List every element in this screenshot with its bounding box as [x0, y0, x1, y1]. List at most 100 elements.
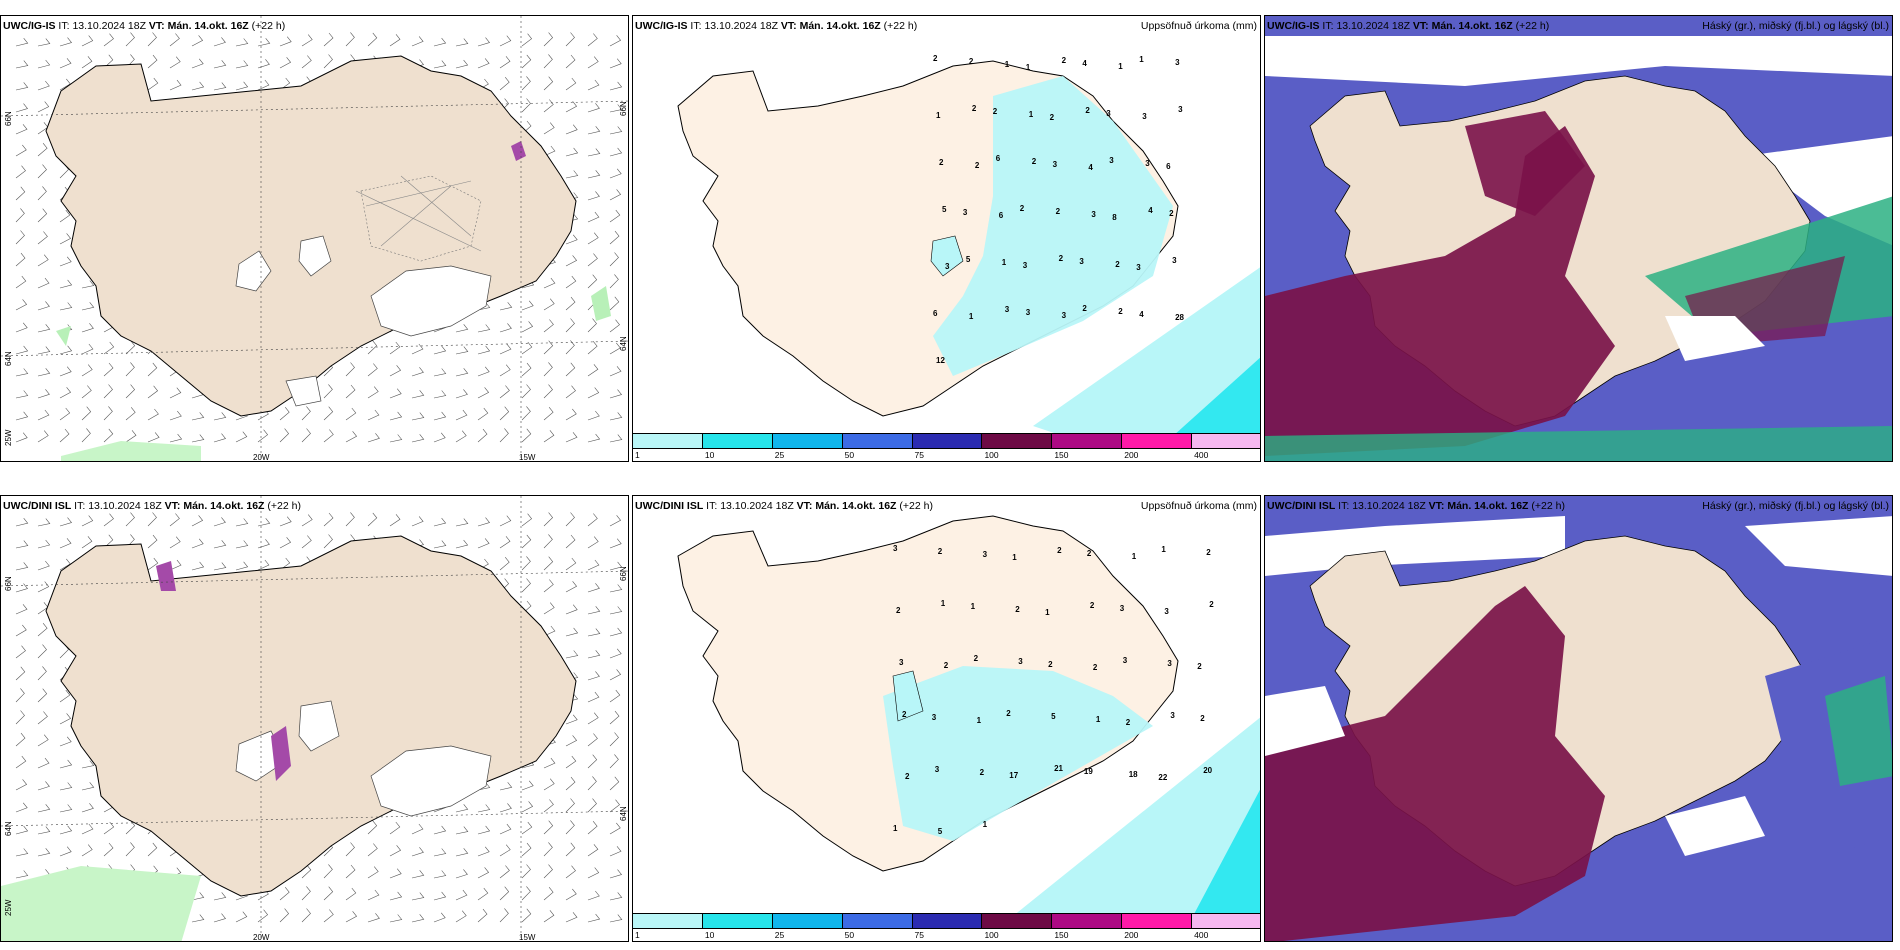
- wind-barb: [15, 103, 29, 113]
- wind-barb: [59, 387, 72, 399]
- wind-barb: [169, 433, 183, 443]
- glacier-hofsjokull: [298, 235, 332, 277]
- precip-value-label: 3: [1178, 105, 1183, 114]
- tick-lat-64-right: 64N: [619, 336, 628, 351]
- wind-barb: [477, 302, 491, 311]
- wind-barb: [521, 76, 531, 91]
- wind-barb: [587, 56, 599, 69]
- precip-value-label: 2: [939, 158, 944, 167]
- wind-barb: [609, 412, 623, 421]
- precip-value-label: 4: [1148, 206, 1153, 215]
- precip-value-label: 2: [993, 107, 998, 116]
- wind-barb: [15, 345, 29, 355]
- wind-barb: [565, 842, 576, 857]
- wind-barb: [147, 32, 157, 47]
- precip-value-label: 3: [1175, 58, 1180, 67]
- glacier-vatnajokull: [370, 745, 492, 817]
- wind-barb: [565, 54, 576, 69]
- wind-barb: [257, 79, 270, 91]
- wind-barb: [433, 912, 446, 923]
- wind-barb: [81, 406, 92, 421]
- legend-value: 100: [984, 930, 999, 940]
- precip-value-label: 12: [936, 356, 945, 365]
- wind-barb: [587, 733, 598, 747]
- precip-value-label: 2: [1056, 207, 1061, 216]
- wind-barb: [521, 300, 534, 311]
- wind-barb: [213, 892, 227, 901]
- wind-barb: [521, 341, 533, 355]
- legend-swatch: [1052, 914, 1123, 928]
- wind-barb: [15, 802, 28, 813]
- wind-barb: [59, 302, 73, 311]
- wind-barb: [15, 755, 27, 769]
- precip-value-label: 3: [1026, 308, 1031, 317]
- wind-barb: [59, 407, 71, 421]
- wind-barb: [103, 341, 115, 355]
- wind-barb: [59, 366, 72, 377]
- wind-barb: [15, 230, 25, 245]
- legend-value: 200: [1124, 930, 1139, 940]
- wind-barb: [301, 535, 312, 549]
- legend-value: 50: [844, 450, 855, 460]
- wind-barb: [37, 368, 51, 377]
- wind-barb: [565, 735, 578, 747]
- precip-value-label: 3: [899, 658, 904, 667]
- wind-barb: [301, 34, 313, 47]
- wind-barb: [59, 209, 71, 223]
- wind-barb: [565, 714, 578, 725]
- wind-barb: [81, 536, 93, 549]
- precip-value-label: 2: [1209, 600, 1214, 609]
- precip-legend: 1 10 25 50 75 100 150 200 400: [633, 433, 1260, 461]
- wind-barb: [609, 189, 622, 201]
- precip-value-label: 3: [1142, 112, 1147, 121]
- wind-barb: [543, 910, 555, 923]
- legend-value: 25: [774, 930, 785, 940]
- wind-barb: [213, 60, 227, 69]
- legend-value: 1: [635, 450, 640, 460]
- wind-barb: [411, 870, 425, 879]
- wind-barb: [565, 362, 576, 377]
- wind-barb: [15, 732, 26, 747]
- precip-value-label: 2: [1015, 605, 1020, 614]
- wind-barb: [323, 32, 334, 47]
- wind-barb: [367, 340, 378, 355]
- wind-barb: [279, 908, 290, 923]
- wind-barb: [543, 54, 553, 69]
- wind-barb: [499, 886, 510, 901]
- wind-barb: [389, 868, 402, 879]
- wind-barb: [15, 322, 28, 333]
- wind-barb: [389, 891, 403, 901]
- tick-lat-66-right: 66N: [619, 566, 628, 581]
- wind-barb: [543, 799, 554, 813]
- wind-barb: [191, 538, 204, 549]
- precip-value-label: 3: [1018, 657, 1023, 666]
- wind-barb: [609, 104, 623, 113]
- wind-barb: [257, 518, 271, 527]
- precip-value-label: 2: [933, 54, 938, 63]
- wind-barb: [345, 431, 358, 443]
- precip-value-label: 1: [1161, 545, 1166, 554]
- wind-barb: [499, 557, 510, 571]
- wind-barb: [411, 412, 425, 421]
- wind-barb: [543, 625, 556, 637]
- wind-barb: [257, 38, 271, 47]
- legend-swatch: [772, 914, 843, 928]
- wind-barb: [257, 909, 269, 923]
- wind-barb: [213, 562, 227, 571]
- wind-barb: [367, 512, 378, 527]
- wind-barb: [565, 888, 577, 901]
- precip-value-label: 1: [941, 599, 946, 608]
- wind-barb: [455, 389, 468, 399]
- wind-barb: [81, 385, 92, 399]
- wind-barb: [543, 887, 554, 901]
- precip-value-label: 2: [1090, 601, 1095, 610]
- wind-barb: [81, 823, 94, 835]
- wind-barb: [565, 255, 578, 267]
- wind-barb: [587, 79, 600, 91]
- wind-barb: [235, 518, 249, 527]
- wind-barb: [565, 534, 576, 549]
- wind-barb: [543, 430, 555, 443]
- wind-barb: [609, 515, 622, 527]
- wind-barb: [477, 37, 491, 47]
- wind-barb: [609, 732, 619, 747]
